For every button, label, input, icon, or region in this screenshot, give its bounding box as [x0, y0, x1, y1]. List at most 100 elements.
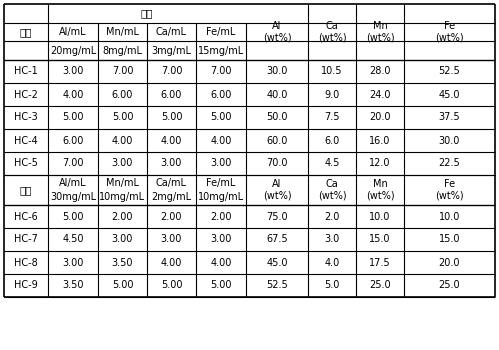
Text: HC-7: HC-7 — [14, 234, 38, 245]
Text: 7.00: 7.00 — [62, 159, 84, 168]
Text: 20.0: 20.0 — [439, 258, 460, 267]
Text: 67.5: 67.5 — [266, 234, 288, 245]
Text: Mn/mL: Mn/mL — [106, 27, 139, 37]
Text: 50.0: 50.0 — [266, 112, 288, 122]
Text: 3.00: 3.00 — [210, 159, 232, 168]
Text: 4.00: 4.00 — [161, 258, 182, 267]
Text: 编号: 编号 — [20, 185, 32, 195]
Text: 25.0: 25.0 — [369, 280, 391, 290]
Text: 15mg/mL: 15mg/mL — [198, 46, 244, 56]
Text: Fe/mL: Fe/mL — [206, 27, 236, 37]
Text: 2.00: 2.00 — [210, 211, 232, 222]
Text: 7.00: 7.00 — [161, 66, 182, 77]
Text: 10.0: 10.0 — [369, 211, 391, 222]
Text: 20.0: 20.0 — [369, 112, 391, 122]
Text: 8mg/mL: 8mg/mL — [102, 46, 143, 56]
Text: 10mg/mL: 10mg/mL — [99, 191, 146, 202]
Text: Al
(wt%): Al (wt%) — [262, 179, 291, 201]
Text: Mn
(wt%): Mn (wt%) — [366, 179, 394, 201]
Text: 4.00: 4.00 — [112, 135, 133, 146]
Text: 5.0: 5.0 — [324, 280, 340, 290]
Text: HC-9: HC-9 — [14, 280, 38, 290]
Text: 3.00: 3.00 — [62, 66, 84, 77]
Text: 3.00: 3.00 — [62, 258, 84, 267]
Text: 5.00: 5.00 — [112, 280, 133, 290]
Text: 17.5: 17.5 — [369, 258, 391, 267]
Text: 70.0: 70.0 — [266, 159, 288, 168]
Text: 5.00: 5.00 — [210, 112, 232, 122]
Text: 37.5: 37.5 — [439, 112, 460, 122]
Text: 12.0: 12.0 — [369, 159, 391, 168]
Text: 40.0: 40.0 — [266, 90, 288, 99]
Text: Al/mL: Al/mL — [59, 178, 87, 188]
Text: 10.0: 10.0 — [439, 211, 460, 222]
Text: HC-5: HC-5 — [14, 159, 38, 168]
Text: 3.50: 3.50 — [62, 280, 84, 290]
Text: 2.00: 2.00 — [112, 211, 133, 222]
Text: 20mg/mL: 20mg/mL — [50, 46, 96, 56]
Text: 2mg/mL: 2mg/mL — [151, 191, 192, 202]
Text: 4.0: 4.0 — [324, 258, 340, 267]
Text: 52.5: 52.5 — [266, 280, 288, 290]
Text: Mn/mL: Mn/mL — [106, 178, 139, 188]
Text: 15.0: 15.0 — [439, 234, 460, 245]
Text: 3.00: 3.00 — [210, 234, 232, 245]
Text: 25.0: 25.0 — [439, 280, 460, 290]
Text: Al
(wt%): Al (wt%) — [262, 21, 291, 43]
Text: 4.50: 4.50 — [62, 234, 84, 245]
Text: 5.00: 5.00 — [112, 112, 133, 122]
Text: 3.00: 3.00 — [161, 234, 182, 245]
Text: 22.5: 22.5 — [439, 159, 461, 168]
Text: 4.5: 4.5 — [324, 159, 340, 168]
Text: 7.00: 7.00 — [112, 66, 133, 77]
Text: 7.00: 7.00 — [210, 66, 232, 77]
Text: HC-6: HC-6 — [14, 211, 38, 222]
Text: HC-3: HC-3 — [14, 112, 38, 122]
Text: 7.5: 7.5 — [324, 112, 340, 122]
Text: 6.00: 6.00 — [62, 135, 84, 146]
Text: 3.00: 3.00 — [112, 159, 133, 168]
Text: 4.00: 4.00 — [62, 90, 84, 99]
Text: 30mg/mL: 30mg/mL — [50, 191, 96, 202]
Text: Ca
(wt%): Ca (wt%) — [318, 179, 346, 201]
Text: 60.0: 60.0 — [266, 135, 288, 146]
Text: Fe/mL: Fe/mL — [206, 178, 236, 188]
Text: 3.50: 3.50 — [112, 258, 133, 267]
Text: 16.0: 16.0 — [369, 135, 391, 146]
Text: 配比: 配比 — [141, 8, 153, 19]
Text: 3.0: 3.0 — [324, 234, 340, 245]
Text: 5.00: 5.00 — [62, 211, 84, 222]
Text: 3.00: 3.00 — [112, 234, 133, 245]
Text: Fe
(wt%): Fe (wt%) — [435, 179, 464, 201]
Text: 6.00: 6.00 — [210, 90, 232, 99]
Text: Fe
(wt%): Fe (wt%) — [435, 21, 464, 43]
Text: 5.00: 5.00 — [62, 112, 84, 122]
Text: 4.00: 4.00 — [161, 135, 182, 146]
Text: HC-8: HC-8 — [14, 258, 38, 267]
Text: HC-2: HC-2 — [14, 90, 38, 99]
Text: 15.0: 15.0 — [369, 234, 391, 245]
Text: HC-1: HC-1 — [14, 66, 38, 77]
Text: Al/mL: Al/mL — [59, 27, 87, 37]
Text: 4.00: 4.00 — [210, 135, 232, 146]
Text: 30.0: 30.0 — [266, 66, 288, 77]
Text: 28.0: 28.0 — [369, 66, 391, 77]
Text: 2.0: 2.0 — [324, 211, 340, 222]
Text: Mn
(wt%): Mn (wt%) — [366, 21, 394, 43]
Text: 45.0: 45.0 — [266, 258, 288, 267]
Text: 3mg/mL: 3mg/mL — [152, 46, 192, 56]
Text: 6.0: 6.0 — [324, 135, 340, 146]
Text: 2.00: 2.00 — [161, 211, 182, 222]
Text: 75.0: 75.0 — [266, 211, 288, 222]
Text: 4.00: 4.00 — [210, 258, 232, 267]
Text: Ca
(wt%): Ca (wt%) — [318, 21, 346, 43]
Text: 9.0: 9.0 — [324, 90, 340, 99]
Text: 52.5: 52.5 — [439, 66, 461, 77]
Text: 6.00: 6.00 — [112, 90, 133, 99]
Text: 10mg/mL: 10mg/mL — [198, 191, 244, 202]
Text: 3.00: 3.00 — [161, 159, 182, 168]
Text: HC-4: HC-4 — [14, 135, 38, 146]
Text: Ca/mL: Ca/mL — [156, 27, 187, 37]
Text: 6.00: 6.00 — [161, 90, 182, 99]
Text: 45.0: 45.0 — [439, 90, 460, 99]
